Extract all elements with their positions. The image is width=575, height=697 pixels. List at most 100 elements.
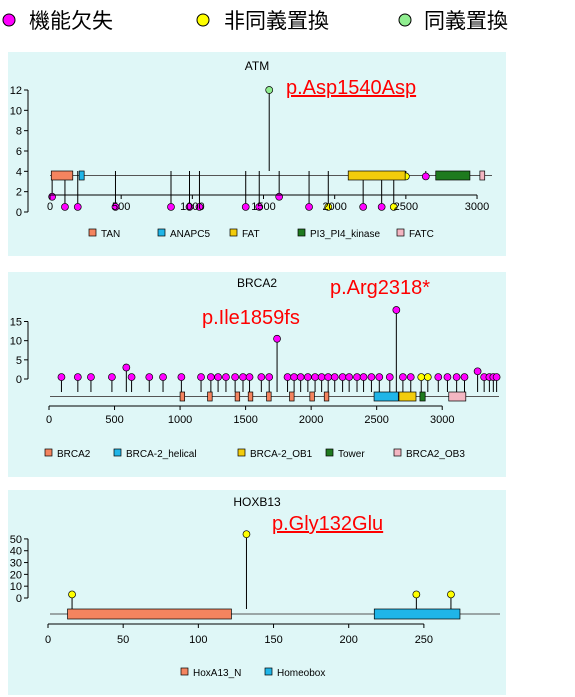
hoxb13-legend-swatch-hoxa13_n <box>180 667 189 676</box>
hoxb13-lollipop-panel: HOXB13 0 10 20 30 40 50 0 50 100 150 200 250 HoxA13_N… <box>8 490 506 695</box>
hoxb13-x-tick-label: 250 <box>415 634 433 646</box>
hoxb13-lollipop-head-missense <box>68 590 76 599</box>
atm-legend-label-fatc: FATC <box>409 229 434 240</box>
brca2-legend-label-brca2: BRCA2 <box>57 449 91 460</box>
legend-item-synonymous: 同義置換 <box>398 9 508 33</box>
legend-label-lof: 機能欠失 <box>29 9 113 33</box>
atm-legend-label-fat: FAT <box>242 229 260 240</box>
atm-x-tick-label: 2000 <box>322 201 346 213</box>
brca2-lollipop-head-lof <box>145 373 154 381</box>
brca2-lollipop-head-lof <box>108 373 116 381</box>
brca2-legend-label-brca-2_helical: BRCA-2_helical <box>126 449 197 460</box>
brca2-domain-brca2 <box>207 391 213 402</box>
brca2-lollipop-head-lof <box>73 373 82 381</box>
atm-x-tick-label: 500 <box>112 201 130 213</box>
brca2-domain-brca2 <box>247 391 254 402</box>
atm-legend-swatch-tan <box>88 228 97 237</box>
atm-x-tick-label: 1500 <box>251 201 275 213</box>
brca2-domain-brca2 <box>234 391 241 402</box>
brca2-x-tick-label: 500 <box>105 414 123 426</box>
legend-item-lof: 機能欠失 <box>2 9 113 33</box>
brca2-lollipop-head-lof <box>177 373 186 381</box>
brca2-domain-brca2 <box>309 391 315 402</box>
hoxb13-y-tick-label: 50 <box>10 534 22 546</box>
brca2-lollipop-head-lof <box>127 373 136 381</box>
brca2-highlight-label-ile1859: p.Ile1859fs <box>202 307 300 329</box>
atm-legend-swatch-pi3_pi4_kinase <box>297 228 306 237</box>
hoxb13-x-tick-label: 200 <box>340 634 358 646</box>
hoxb13-y-tick-label: 40 <box>10 546 22 558</box>
brca2-lollipop-head-lof <box>345 373 354 381</box>
hoxb13-legend-swatch-homeobox <box>264 667 273 676</box>
legend-marker-synonymous <box>398 13 412 27</box>
atm-lollipop-head-lof <box>305 203 313 211</box>
atm-y-tick-label: 2 <box>16 187 22 199</box>
brca2-legend-label-brca2_ob3: BRCA2_OB3 <box>406 449 465 460</box>
brca2-domain-brca-2_ob1 <box>398 391 417 402</box>
brca2-lollipop-head-lof <box>375 373 384 381</box>
brca2-legend-swatch-tower <box>325 448 334 457</box>
atm-y-tick-label: 0 <box>16 207 22 219</box>
brca2-lollipop-head-lof <box>473 367 482 376</box>
brca2-lollipop-plot: BRCA2 0 5 10 15 0 500 1000 1500 2000 2500 3000 BRCA2… <box>10 276 501 460</box>
brca2-lollipop-head-lof <box>311 373 319 381</box>
brca2-domain-brca2 <box>266 391 272 402</box>
atm-chart-title: ATM <box>245 59 269 73</box>
atm-x-tick-label: 1000 <box>180 201 204 213</box>
hoxb13-legend-label-hoxa13_n: HoxA13_N <box>193 668 241 679</box>
brca2-lollipop-head-lof <box>304 373 312 381</box>
legend-label-synonymous: 同義置換 <box>424 9 508 33</box>
atm-x-tick-label: 2500 <box>394 201 418 213</box>
brca2-legend-label-tower: Tower <box>338 449 365 460</box>
brca2-x-tick-label: 2000 <box>299 414 323 426</box>
brca2-legend-swatch-brca2 <box>44 448 53 457</box>
legend-marker-lof <box>2 13 16 27</box>
brca2-lollipop-head-lof <box>406 373 415 381</box>
brca2-lollipop-head-lof <box>265 373 274 381</box>
atm-domain-anapc5 <box>78 170 85 181</box>
brca2-lollipop-head-lof <box>434 373 443 381</box>
hoxb13-y-tick-label: 20 <box>10 569 22 581</box>
hoxb13-y-tick-label: 10 <box>10 581 22 593</box>
atm-lollipop-head-lof <box>73 203 82 211</box>
atm-lollipop-head-lof <box>377 203 386 211</box>
atm-lollipop-head-lof <box>167 203 175 211</box>
atm-y-tick-label: 8 <box>16 126 22 138</box>
atm-y-tick-label: 4 <box>16 166 22 178</box>
atm-x-tick-label: 3000 <box>465 201 489 213</box>
brca2-lollipop-head-lof <box>443 373 452 381</box>
brca2-lollipop-head-lof <box>296 373 305 381</box>
brca2-lollipop-head-lof <box>239 373 247 381</box>
atm-legend-swatch-anapc5 <box>157 228 166 237</box>
brca2-lollipop-head-lof <box>359 373 368 381</box>
hoxb13-lollipop-head-missense <box>447 590 455 599</box>
atm-highlight-label: p.Asp1540Asp <box>286 77 417 99</box>
brca2-legend-swatch-brca2_ob3 <box>393 448 402 457</box>
hoxb13-legend-label-homeobox: Homeobox <box>277 668 325 679</box>
brca2-lollipop-head-lof <box>257 373 266 381</box>
atm-domain-tan <box>50 170 74 181</box>
hoxb13-x-tick-label: 100 <box>189 634 207 646</box>
hoxb13-lollipop-head-missense <box>242 530 251 539</box>
hoxb13-x-tick-label: 0 <box>45 634 51 646</box>
brca2-lollipop-head-lof <box>460 373 469 381</box>
brca2-domain-brca2_ob3 <box>448 391 467 402</box>
brca2-lollipop-head-lof <box>324 373 333 381</box>
hoxb13-x-tick-label: 50 <box>117 634 129 646</box>
brca2-lollipop-head-lof <box>338 373 347 381</box>
brca2-lollipop-head-lof <box>231 373 239 381</box>
brca2-lollipop-head-lof <box>57 373 66 381</box>
brca2-lollipop-head-missense <box>417 373 426 381</box>
atm-lollipop-head-lof <box>61 203 69 211</box>
brca2-lollipop-head-lof <box>367 373 376 381</box>
brca2-legend-swatch-brca-2_helical <box>113 448 122 457</box>
brca2-lollipop-head-lof <box>273 334 281 343</box>
brca2-lollipop-head-lof <box>245 373 254 381</box>
brca2-lollipop-head-lof <box>392 306 401 314</box>
brca2-lollipop-head-lof <box>353 373 361 381</box>
brca2-x-tick-label: 2500 <box>364 414 388 426</box>
brca2-lollipop-panel: BRCA2 0 5 10 15 0 500 1000 1500 2000 2500 3000 BRCA2… <box>8 272 506 477</box>
atm-domain-fatc <box>479 170 486 181</box>
brca2-y-tick-label: 10 <box>10 336 22 348</box>
